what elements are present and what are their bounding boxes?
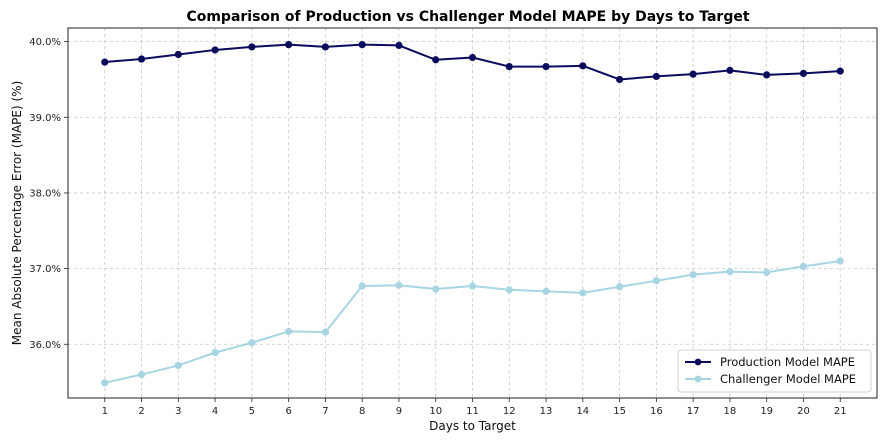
x-tick-label: 4	[212, 406, 218, 417]
x-tick-label: 11	[466, 406, 479, 417]
y-tick-label: 39.0%	[29, 113, 61, 124]
data-point	[248, 339, 256, 347]
x-tick-label: 15	[613, 406, 626, 417]
data-point	[174, 50, 182, 59]
x-tick-label: 12	[503, 406, 516, 417]
data-point	[615, 283, 624, 291]
data-point	[468, 282, 477, 290]
x-tick-label: 20	[797, 406, 810, 417]
grid	[68, 28, 877, 398]
data-point	[836, 67, 844, 75]
series-challenger	[101, 257, 844, 387]
data-point	[799, 69, 808, 77]
x-tick-label: 2	[138, 406, 144, 417]
data-point	[652, 72, 660, 81]
x-tick-label: 7	[322, 406, 328, 417]
data-point	[763, 268, 771, 276]
series-production	[101, 41, 844, 84]
legend-label: Challenger Model MAPE	[720, 372, 856, 386]
data-point	[137, 55, 146, 63]
data-point	[542, 62, 550, 71]
data-point	[726, 66, 734, 74]
x-tick-label: 14	[576, 406, 589, 417]
data-point	[432, 285, 440, 293]
x-tick-label: 1	[102, 406, 108, 417]
chart-title: Comparison of Production vs Challenger M…	[186, 9, 749, 25]
data-point	[763, 71, 771, 79]
data-point	[285, 41, 293, 49]
x-tick-label: 19	[760, 406, 773, 417]
y-tick-label: 38.0%	[29, 188, 61, 199]
series-layer	[101, 41, 844, 387]
x-tick-label: 13	[540, 406, 553, 417]
x-tick-label: 8	[359, 406, 365, 417]
y-tick-label: 40.0%	[29, 37, 61, 48]
data-point	[174, 361, 182, 370]
data-point	[285, 327, 293, 336]
y-axis: 36.0% 37.0% 38.0% 39.0% 40.0%	[29, 37, 68, 351]
legend: Production Model MAPE Challenger Model MA…	[677, 349, 872, 393]
data-point	[137, 370, 146, 379]
data-point	[248, 43, 256, 51]
y-axis-label: Mean Absolute Percentage Error (MAPE) (%…	[10, 81, 24, 345]
x-axis: 1 2 3 4 5 6 7 8 9 10 11 12 13 14 15 16 17 18 19 20 21	[102, 398, 847, 417]
data-point	[652, 277, 660, 285]
data-point	[505, 62, 513, 71]
x-tick-label: 3	[175, 406, 181, 417]
x-tick-label: 5	[249, 406, 255, 417]
data-point	[395, 281, 403, 289]
x-tick-label: 10	[429, 406, 442, 417]
x-tick-label: 9	[396, 406, 402, 417]
x-tick-label: 17	[687, 406, 700, 417]
legend-item: Production Model MAPE	[685, 355, 855, 369]
legend-box	[677, 349, 872, 393]
data-point	[579, 289, 587, 297]
data-point	[579, 62, 587, 70]
legend-marker-icon	[694, 375, 702, 383]
data-point	[468, 53, 477, 62]
data-point	[836, 257, 844, 265]
x-tick-label: 16	[650, 406, 663, 417]
data-point	[689, 271, 697, 279]
legend-label: Production Model MAPE	[720, 355, 855, 369]
x-tick-label: 6	[285, 406, 291, 417]
data-point	[542, 287, 550, 295]
legend-item: Challenger Model MAPE	[685, 372, 856, 386]
data-point	[615, 75, 624, 84]
legend-marker-icon	[694, 358, 702, 366]
data-point	[211, 46, 219, 54]
data-point	[211, 349, 219, 357]
x-tick-label: 21	[834, 406, 847, 417]
data-point	[432, 56, 440, 64]
y-tick-label: 36.0%	[29, 340, 61, 351]
x-axis-label: Days to Target	[429, 419, 516, 433]
data-point	[799, 262, 808, 270]
data-point	[101, 379, 109, 387]
x-tick-label: 18	[724, 406, 737, 417]
data-point	[358, 282, 366, 290]
data-point	[358, 41, 366, 49]
data-point	[321, 43, 330, 51]
data-point	[395, 41, 403, 50]
data-point	[689, 70, 697, 78]
data-point	[321, 328, 330, 336]
data-point	[101, 58, 109, 66]
y-tick-label: 37.0%	[29, 264, 61, 275]
data-point	[505, 286, 513, 294]
data-point	[726, 268, 734, 276]
